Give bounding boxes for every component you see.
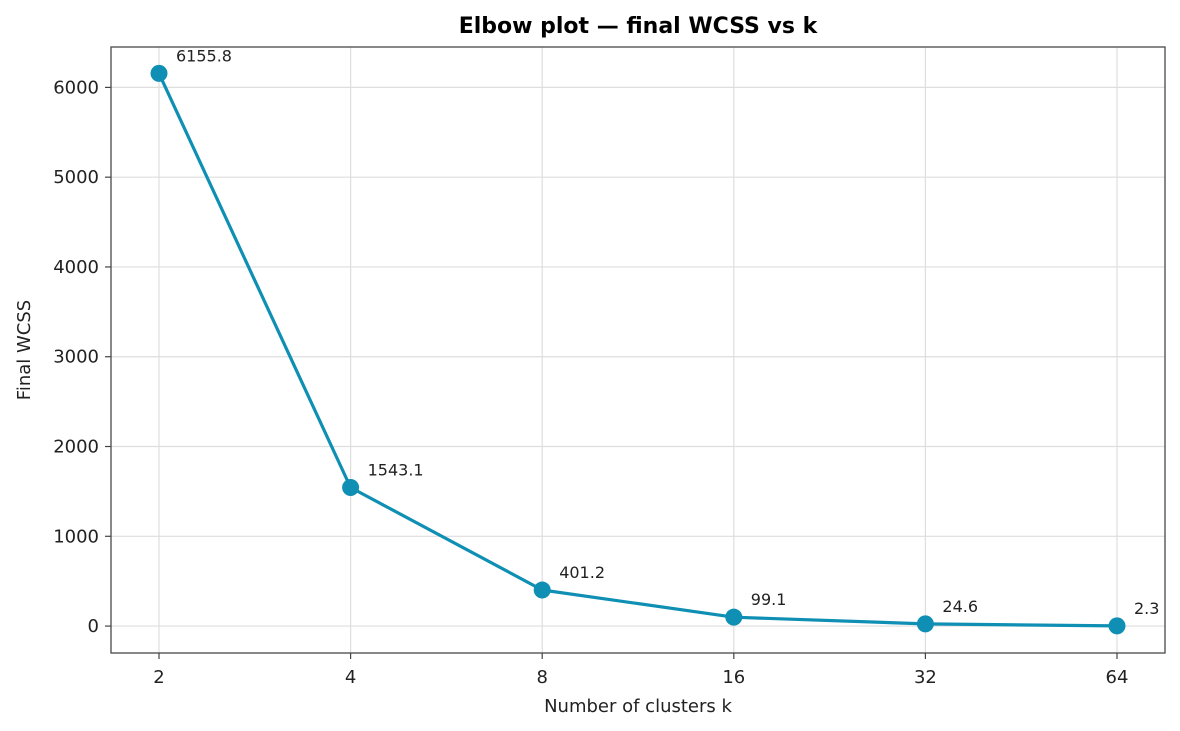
data-label: 401.2 (559, 563, 605, 582)
data-label: 99.1 (751, 590, 787, 609)
y-tick-label: 4000 (53, 257, 99, 278)
data-label: 1543.1 (368, 461, 424, 480)
y-tick-label: 3000 (53, 347, 99, 368)
data-point (150, 64, 168, 82)
y-tick-label: 1000 (53, 526, 99, 547)
x-tick-label: 32 (914, 667, 937, 688)
y-tick-label: 6000 (53, 77, 99, 98)
data-label: 24.6 (942, 597, 978, 616)
data-point (916, 615, 934, 633)
y-tick-label: 0 (88, 616, 99, 637)
axis-ticks: 2 4 8 16 32 64 0 1000 2000 3000 4000 5000 6000 (53, 77, 1128, 688)
data-point (533, 581, 551, 599)
y-tick-label: 2000 (53, 437, 99, 458)
x-tick-label: 4 (345, 667, 356, 688)
series-line (157, 72, 1118, 628)
plot-frame (110, 46, 1166, 654)
chart-title: Elbow plot — final WCSS vs k (459, 14, 819, 39)
data-label: 2.3 (1134, 599, 1159, 618)
data-point (1108, 617, 1126, 635)
data-point (725, 608, 743, 626)
x-tick-label: 64 (1106, 667, 1129, 688)
x-tick-label: 8 (536, 667, 547, 688)
y-axis-label: Final WCSS (14, 300, 35, 400)
data-label: 6155.8 (176, 46, 232, 65)
data-point (342, 479, 360, 497)
y-tick-label: 5000 (53, 167, 99, 188)
x-tick-label: 2 (153, 667, 164, 688)
x-axis-label: Number of clusters k (544, 696, 732, 717)
grid-lines (111, 47, 1165, 653)
series-layer: 6155.8 1543.1 401.2 99.1 24.6 2.3 (150, 46, 1159, 635)
x-tick-label: 16 (722, 667, 745, 688)
